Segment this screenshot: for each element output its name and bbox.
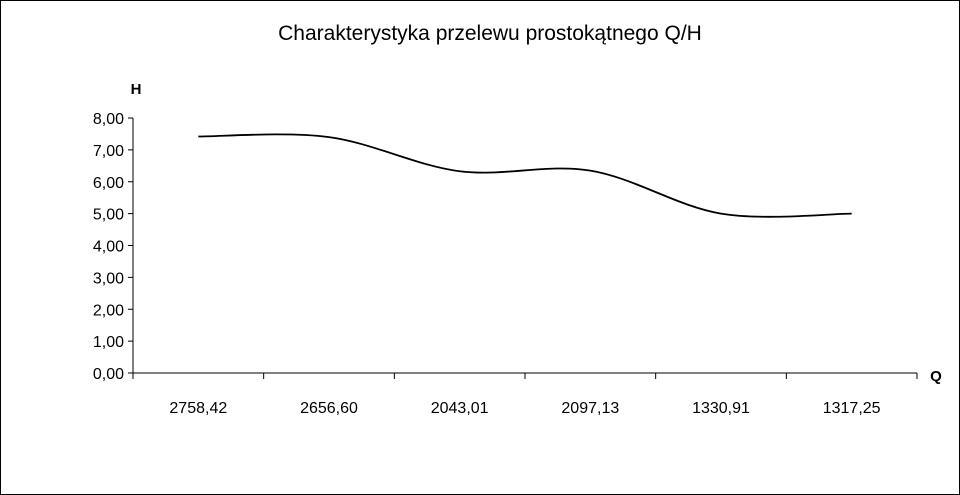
chart-title: Charakterystyka przelewu prostokątnego Q… (278, 22, 702, 45)
y-ticks: 0,00 1,00 2,00 3,00 4,00 5,00 6,00 7,00 8,00 (93, 111, 133, 383)
y-axis-label: H (131, 81, 142, 98)
y-tick-label: 4,00 (93, 239, 124, 256)
y-tick-label: 1,00 (93, 334, 124, 351)
y-tick-label: 7,00 (93, 143, 124, 160)
x-tick-label: 2758,42 (169, 400, 227, 417)
x-tick-label: 2043,01 (431, 400, 489, 417)
y-tick-label: 8,00 (93, 111, 124, 128)
x-tick-label: 1330,91 (692, 400, 750, 417)
series-line (198, 133, 852, 218)
x-axis-label: Q (930, 368, 942, 385)
x-tick-label: 2097,13 (561, 400, 619, 417)
y-tick-label: 3,00 (93, 270, 124, 287)
series-group (198, 133, 852, 218)
y-tick-label: 2,00 (93, 302, 124, 319)
y-tick-label: 6,00 (93, 175, 124, 192)
x-tick-label: 1317,25 (823, 400, 881, 417)
y-tick-label: 5,00 (93, 207, 124, 224)
x-tick-label: 2656,60 (300, 400, 358, 417)
y-tick-label: 0,00 (93, 366, 124, 383)
x-ticks: 2758,42 2656,60 2043,01 2097,13 1330,91 1317,… (132, 373, 918, 417)
